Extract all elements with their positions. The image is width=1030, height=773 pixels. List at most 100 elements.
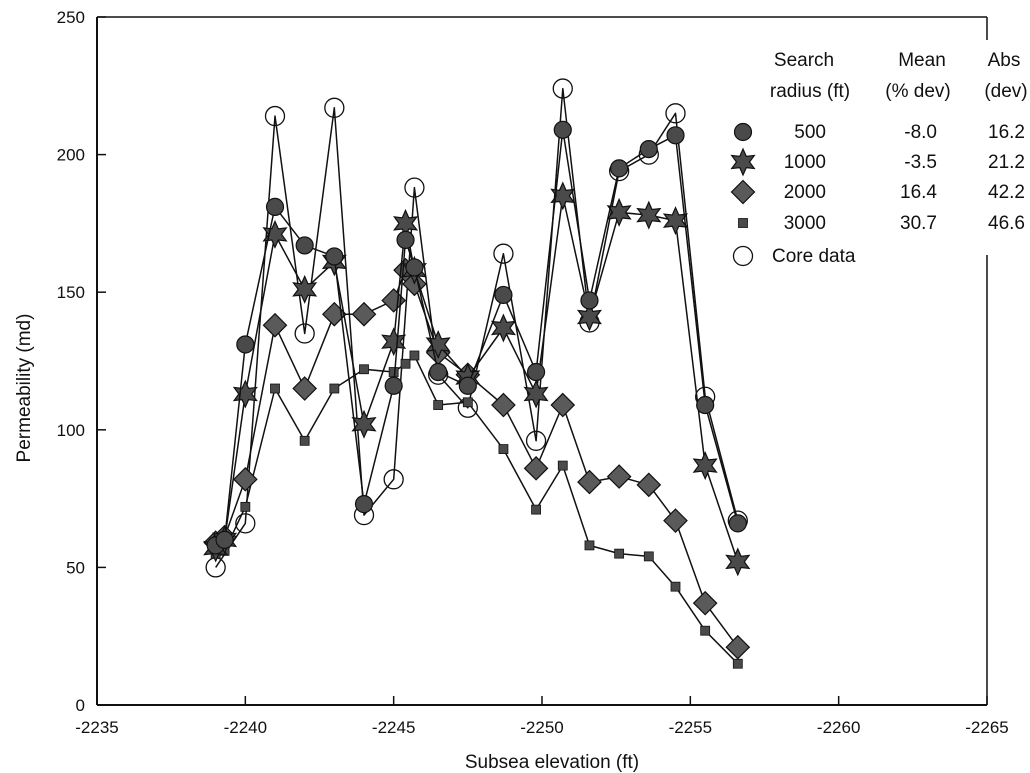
y-tick-label: 150: [57, 283, 85, 302]
legend-marker-star: [730, 147, 756, 177]
series-layer: [203, 78, 751, 669]
data-point: [324, 97, 345, 118]
data-point: [639, 139, 658, 159]
x-axis-title: Subsea elevation (ft): [465, 752, 639, 773]
data-point: [462, 397, 473, 408]
data-point: [493, 243, 514, 264]
data-point: [294, 323, 315, 344]
y-tick-label: 100: [57, 421, 85, 440]
data-point: [299, 435, 310, 446]
data-point: [409, 350, 420, 361]
data-point: [610, 159, 629, 178]
data-point: [351, 409, 377, 439]
y-tick-label: 0: [76, 696, 85, 715]
data-point: [606, 197, 632, 227]
data-point: [725, 634, 751, 660]
data-point: [494, 285, 513, 305]
data-point: [523, 379, 549, 409]
x-tick-label: -2265: [965, 718, 1008, 737]
legend-row-3000-mean: 30.7: [900, 213, 937, 234]
data-point: [525, 430, 547, 451]
data-point: [584, 540, 595, 551]
data-point: [433, 400, 444, 410]
data-point: [696, 395, 715, 415]
data-point: [262, 219, 288, 249]
x-tick-label: -2235: [75, 718, 118, 737]
data-point: [351, 301, 377, 327]
data-point: [576, 302, 602, 332]
legend-header-radius-line1: Search: [774, 50, 834, 71]
data-point: [262, 312, 288, 338]
legend-row-500-abs: 16.2: [988, 122, 1025, 143]
data-point: [670, 581, 681, 592]
data-point: [550, 392, 576, 418]
series-2000: [203, 257, 751, 660]
data-point: [215, 530, 234, 549]
data-point: [295, 236, 314, 255]
data-point: [270, 383, 280, 394]
series-line: [215, 354, 739, 665]
data-point: [359, 364, 369, 375]
series-line: [215, 87, 739, 568]
data-point: [666, 126, 685, 145]
legend-row-3000-abs: 46.6: [988, 213, 1025, 234]
legend-row-2000-abs: 42.2: [988, 182, 1025, 203]
data-point: [526, 362, 546, 382]
data-point: [235, 513, 256, 534]
series-line: [215, 129, 739, 547]
x-tick-label: -2240: [224, 718, 267, 737]
data-point: [264, 105, 286, 127]
data-point: [557, 460, 568, 471]
data-point: [663, 508, 688, 533]
y-tick-label: 250: [57, 8, 85, 27]
legend-header-mean-line1: Mean: [898, 50, 946, 71]
data-point: [550, 181, 576, 211]
legend-row-500-radius: 500: [794, 122, 826, 143]
x-axis: -2235 -2240 -2245 -2250 -2255 -2260 -2265: [75, 696, 1009, 737]
data-point: [329, 383, 340, 394]
series-line: [215, 269, 739, 648]
legend-row-1000-mean: -3.5: [904, 152, 937, 173]
legend-header-abs-line2: (dev): [984, 81, 1027, 102]
data-point: [232, 379, 258, 409]
data-point: [325, 247, 344, 266]
data-point: [490, 313, 516, 343]
legend-row-3000-radius: 3000: [784, 213, 826, 234]
data-point: [577, 469, 602, 495]
data-point: [662, 206, 689, 236]
legend-row-2000-mean: 16.4: [900, 182, 937, 203]
data-point: [292, 274, 318, 304]
legend-core-data-label: Core data: [772, 246, 856, 267]
data-point: [429, 362, 448, 382]
data-point: [405, 258, 424, 277]
x-tick-label: -2260: [817, 718, 860, 737]
data-point: [636, 200, 662, 230]
y-axis-title: Permeability (md): [14, 314, 35, 463]
data-point: [725, 547, 751, 577]
data-point: [404, 177, 425, 198]
series-500: [206, 120, 747, 555]
data-point: [396, 230, 415, 250]
legend-header-radius-line2: radius (ft): [770, 81, 850, 102]
x-tick-label: -2255: [669, 718, 712, 737]
data-point: [665, 103, 686, 124]
series-core-data: [205, 78, 748, 578]
legend-marker-circle: [733, 122, 753, 142]
data-point: [580, 291, 599, 310]
data-point: [491, 392, 516, 418]
data-point: [236, 335, 255, 354]
data-point: [728, 514, 747, 533]
data-point: [383, 469, 404, 490]
legend-header-mean-line2: (% dev): [885, 81, 950, 102]
data-point: [292, 376, 318, 401]
y-axis: 0 50 100 150 200 250: [57, 8, 106, 715]
data-point: [354, 495, 374, 514]
data-point: [425, 330, 451, 359]
data-point: [692, 590, 718, 616]
data-point: [732, 658, 743, 669]
data-point: [523, 455, 549, 481]
y-tick-label: 200: [57, 146, 85, 165]
legend-row-1000-radius: 1000: [784, 152, 826, 173]
data-point: [552, 78, 573, 99]
